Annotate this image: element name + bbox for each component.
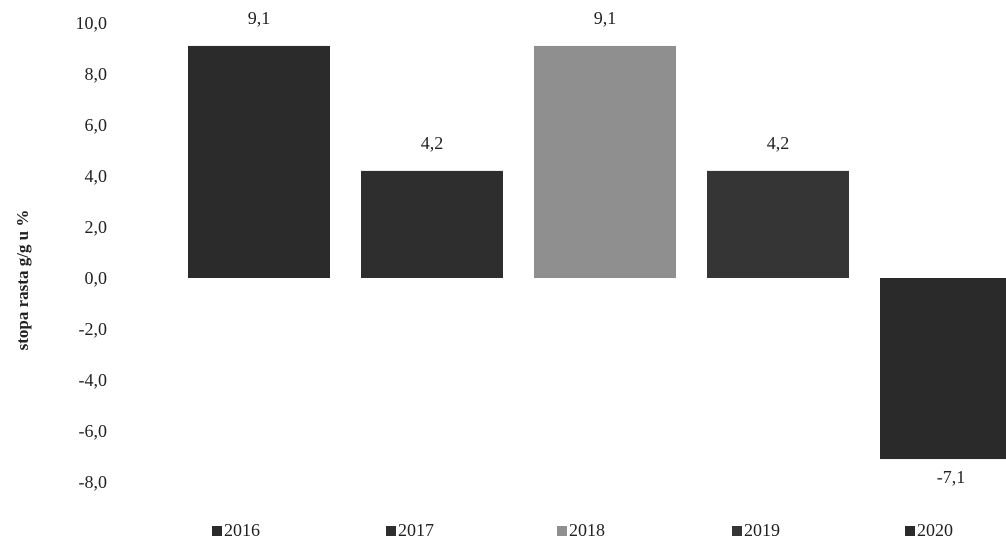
bar-2019 — [707, 170, 849, 278]
y-axis-ticks: 10,0 8,0 6,0 4,0 2,0 0,0 -2,0 -4,0 -6,0 -8,0 — [76, 13, 108, 492]
data-label-2016: 9,1 — [248, 8, 271, 28]
legend: 2016 2017 2018 2019 2020 — [212, 520, 953, 540]
legend-label-2017: 2017 — [398, 520, 434, 540]
legend-label-2019: 2019 — [744, 520, 780, 540]
data-label-2018: 9,1 — [594, 8, 617, 28]
bar-2017 — [361, 170, 503, 278]
bar-2016 — [188, 45, 330, 279]
legend-swatch-2019 — [732, 526, 742, 536]
bar-2018 — [534, 45, 676, 279]
data-label-2020: -7,1 — [937, 467, 966, 487]
y-tick-label: 0,0 — [85, 268, 108, 288]
legend-swatch-2016 — [212, 526, 222, 536]
y-tick-label: -8,0 — [79, 472, 108, 492]
y-axis-title: stopa rasta g/g u % — [13, 210, 32, 351]
y-tick-label: 2,0 — [85, 217, 108, 237]
bar-2020 — [880, 278, 1006, 460]
data-label-2019: 4,2 — [767, 133, 790, 153]
y-tick-label: 4,0 — [85, 166, 108, 186]
y-tick-label: 10,0 — [76, 13, 108, 33]
bars — [188, 45, 1006, 460]
legend-label-2020: 2020 — [917, 520, 953, 540]
y-tick-label: -6,0 — [79, 421, 108, 441]
y-tick-label: -2,0 — [79, 319, 108, 339]
legend-swatch-2017 — [386, 526, 396, 536]
data-label-2017: 4,2 — [421, 133, 444, 153]
y-tick-label: -4,0 — [79, 370, 108, 390]
legend-label-2018: 2018 — [569, 520, 605, 540]
legend-label-2016: 2016 — [224, 520, 260, 540]
legend-swatch-2020 — [905, 526, 915, 536]
y-tick-label: 8,0 — [85, 64, 108, 84]
legend-swatch-2018 — [557, 526, 567, 536]
y-tick-label: 6,0 — [85, 115, 108, 135]
data-labels: 9,1 4,2 9,1 4,2 -7,1 — [248, 8, 966, 487]
